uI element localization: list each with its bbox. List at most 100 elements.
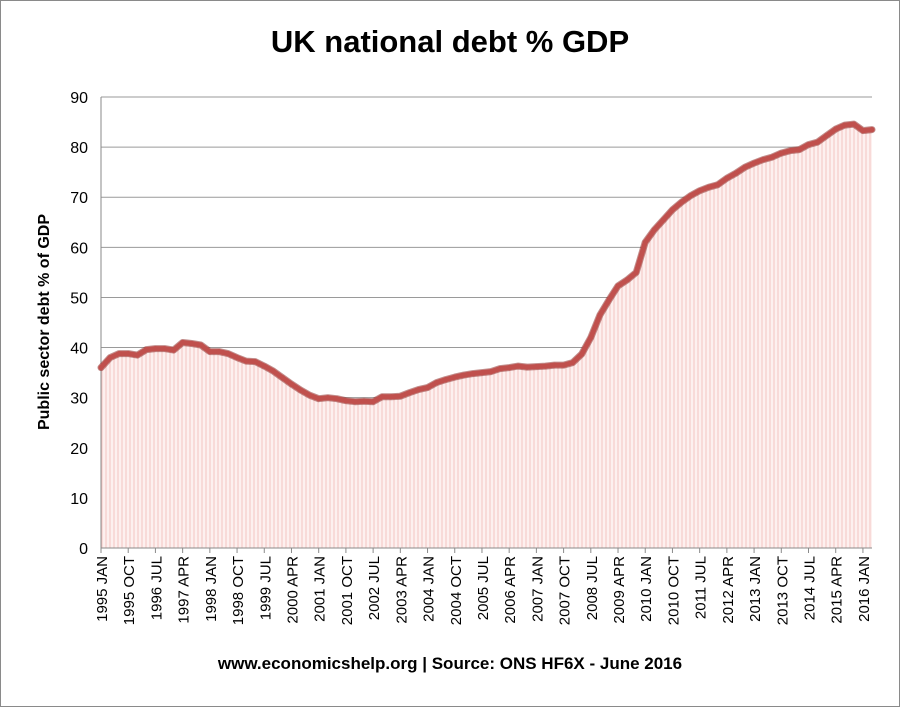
data-point-2000-JAN (279, 375, 285, 381)
data-point-2013-OCT (778, 150, 784, 156)
data-point-2002-JUL (370, 399, 376, 405)
data-point-2002-JAN (352, 399, 358, 405)
x-tick-label: 2016 JAN (856, 556, 873, 622)
y-tick-40: 40 (70, 341, 88, 358)
data-point-1996-JUL (152, 346, 158, 352)
data-point-2014-JAN (787, 148, 794, 154)
data-point-2006-APR (506, 365, 512, 371)
x-tick-label: 1999 JUL (257, 556, 274, 620)
data-point-2014-OCT (815, 139, 821, 145)
data-point-2016-JAN (860, 128, 866, 134)
data-point-1997-OCT (198, 342, 204, 348)
data-point-2013-JUL (769, 154, 775, 160)
data-point-2004-APR (434, 380, 440, 386)
x-tick-label: 2001 JAN (312, 556, 329, 622)
x-tick-label: 2008 JUL (584, 556, 601, 620)
data-point-2015-APR (833, 126, 839, 132)
data-point-1999-JAN (243, 358, 249, 364)
data-point-2011-JUL (697, 188, 703, 194)
x-tick-label: 2001 OCT (339, 556, 356, 625)
data-point-1998-OCT (234, 355, 240, 361)
y-tick-80: 80 (70, 140, 88, 157)
data-point-2011-OCT (706, 184, 712, 190)
data-point-2011-APR (688, 193, 694, 199)
x-tick-label: 1995 JAN (94, 556, 111, 622)
x-tick-label: 2004 OCT (448, 556, 465, 625)
x-tick-labels: 1995 JAN 1995 OCT 1996 JUL 1997 APR 1998 JAN… (94, 548, 873, 625)
data-point-2006-JUL (515, 363, 521, 369)
data-point-1995-JUL (116, 351, 122, 357)
area-fill (101, 124, 872, 548)
data-point-2012-JUL (733, 170, 739, 176)
data-point-1996-JAN (134, 352, 140, 358)
data-point-2013-JAN (751, 160, 757, 166)
data-point-2003-APR (397, 393, 403, 399)
data-point-2008-JUL (588, 334, 594, 341)
data-point-2000-JUL (298, 387, 304, 393)
data-point-2012-OCT (742, 164, 748, 170)
data-point-2001-APR (325, 395, 331, 401)
data-point-2001-OCT (343, 398, 349, 404)
data-point-1996-OCT (161, 346, 168, 352)
data-point-2012-APR (724, 175, 730, 181)
data-point-1997-APR (180, 339, 186, 346)
x-tick-label: 2007 JAN (529, 556, 546, 622)
data-point-2000-OCT (307, 392, 313, 398)
y-tick-30: 30 (70, 391, 88, 408)
data-point-2009-APR (615, 283, 621, 289)
data-point-1999-JUL (261, 363, 267, 369)
chart-title: UK national debt % GDP (270, 24, 630, 59)
data-point-1997-JAN (171, 347, 177, 353)
data-point-2002-APR (361, 398, 367, 404)
x-tick-label: 2004 JAN (421, 556, 438, 622)
x-tick-label: 1995 OCT (121, 556, 138, 625)
data-point-2007-JAN (533, 364, 540, 370)
data-point-2002-OCT (379, 394, 385, 400)
data-point-2008-APR (579, 351, 585, 357)
source-footer: www.economicshelp.org | Source: ONS HF6X… (217, 654, 683, 673)
x-tick-label: 1996 JUL (148, 556, 165, 620)
data-point-1995-APR (107, 355, 113, 361)
data-point-2007-JUL (551, 362, 558, 368)
x-tick-label: 1998 OCT (230, 556, 247, 625)
data-point-2012-JAN (715, 182, 721, 188)
y-tick-0: 0 (79, 541, 88, 558)
x-tick-label: 2015 APR (829, 556, 846, 624)
data-point-2005-OCT (488, 369, 494, 375)
y-tick-labels: 0 10 20 30 40 50 60 70 80 90 (70, 90, 88, 558)
x-tick-label: 2014 JUL (802, 556, 819, 620)
data-point-2004-OCT (452, 374, 458, 380)
data-point-2004-JAN (424, 385, 431, 391)
data-point-2009-JAN (606, 297, 612, 303)
data-point-1998-APR (216, 349, 222, 355)
data-point-2010-JUL (660, 217, 667, 223)
data-point-2003-JAN (388, 394, 394, 400)
x-tick-label: 2013 OCT (774, 556, 791, 625)
data-point-2015-JAN (824, 133, 830, 139)
x-tick-label: 2005 JUL (475, 556, 492, 620)
y-tick-70: 70 (70, 190, 88, 207)
y-tick-90: 90 (70, 90, 88, 107)
y-tick-10: 10 (70, 491, 88, 508)
data-point-2013-APR (760, 157, 766, 163)
data-point-2014-APR (796, 147, 803, 153)
data-point-2003-JUL (406, 390, 412, 396)
data-point-2010-JAN (642, 239, 648, 245)
data-point-2009-OCT (633, 269, 639, 275)
data-point-1995-OCT (125, 351, 131, 357)
x-tick-label: 2010 OCT (665, 556, 682, 625)
data-point-1995-JAN (98, 365, 104, 371)
data-point-2000-APR (288, 381, 295, 387)
data-point-2001-JAN (316, 396, 322, 402)
data-point-2007-APR (542, 363, 549, 369)
x-tick-label: 2000 APR (284, 556, 301, 624)
data-point-2008-OCT (597, 312, 603, 318)
data-point-2007-OCT (561, 362, 567, 368)
data-point-2005-JAN (461, 372, 467, 378)
series-line (97, 120, 876, 406)
data-point-2006-OCT (524, 364, 530, 370)
data-point-2010-APR (651, 227, 657, 233)
data-point-1999-APR (252, 359, 258, 365)
data-point-2014-JUL (805, 142, 812, 148)
x-tick-label: 2009 APR (611, 556, 628, 624)
